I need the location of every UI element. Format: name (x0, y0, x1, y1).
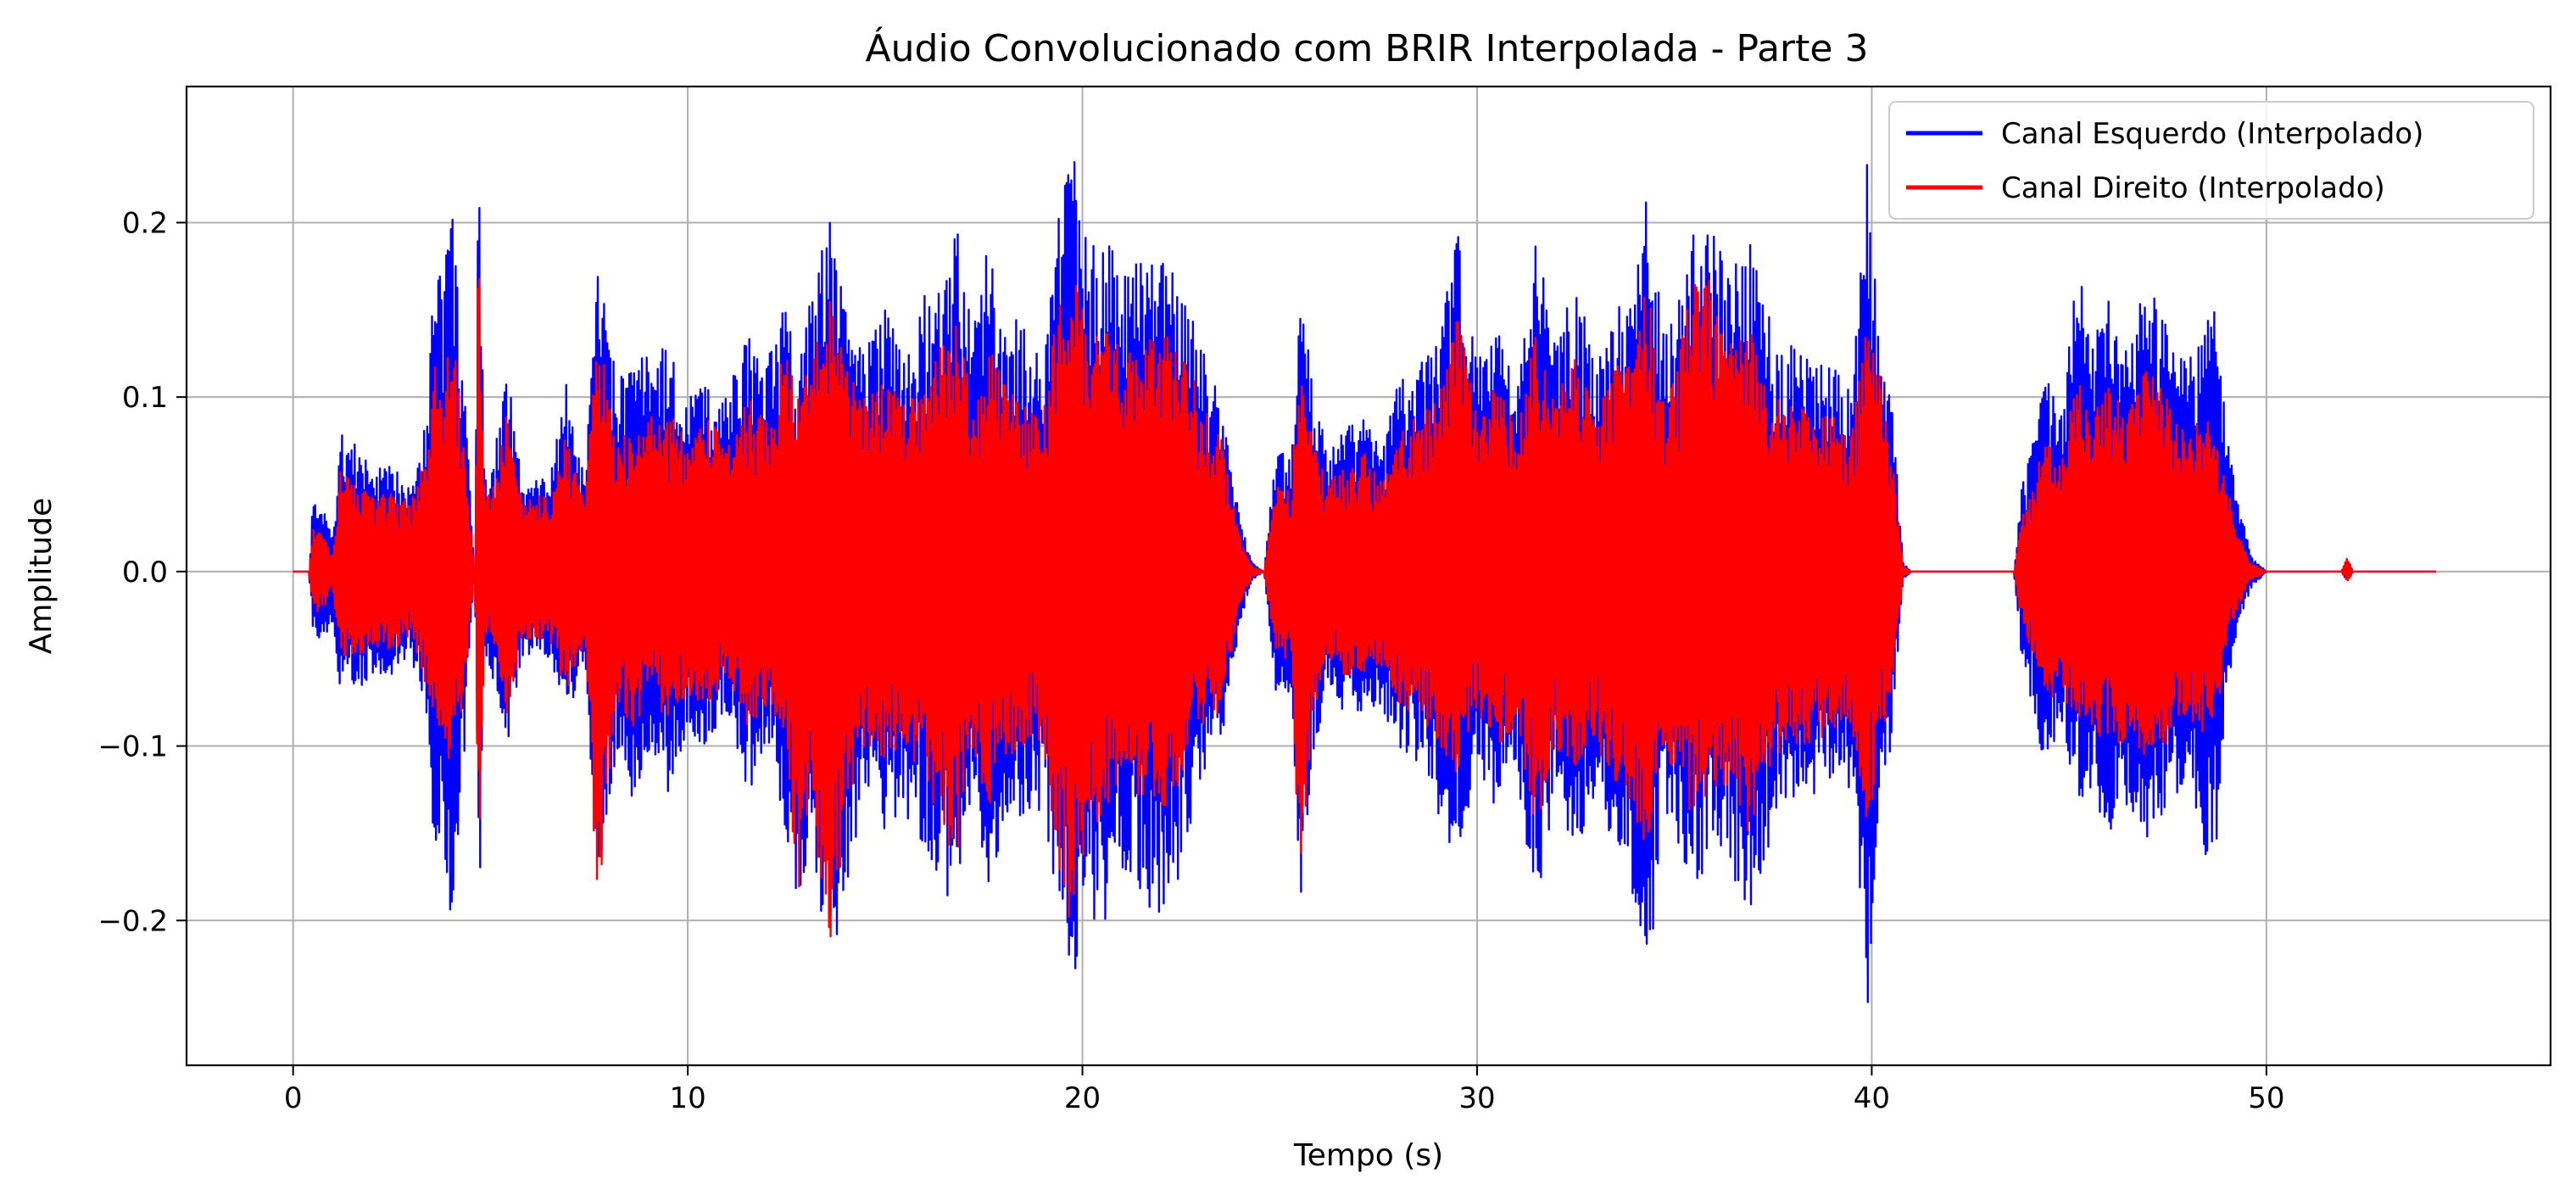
legend-box (1888, 101, 2534, 220)
plot-area (293, 161, 2437, 1003)
x-tick-label: 40 (1854, 1081, 1890, 1115)
legend-label-left: Canal Esquerdo (Interpolado) (2001, 117, 2423, 151)
y-axis-label: Amplitude (24, 498, 59, 654)
y-tick-label: 0.1 (122, 381, 168, 415)
x-tick-label: 20 (1064, 1081, 1101, 1115)
x-tick-label: 30 (1458, 1081, 1495, 1115)
series-line-right (293, 278, 2437, 938)
chart-title: Áudio Convolucionado com BRIR Interpolad… (866, 25, 1869, 70)
x-tick-label: 50 (2248, 1081, 2284, 1115)
axis-ticks: 0 10 20 30 40 50 −0.2 −0.1 0.0 0.1 0.2 (98, 206, 2284, 1115)
legend: Canal Esquerdo (Interpolado) Canal Direi… (1888, 101, 2534, 220)
x-tick-label: 0 (284, 1081, 303, 1115)
x-tick-label: 10 (669, 1081, 705, 1115)
y-tick-label: 0.2 (122, 206, 168, 240)
y-tick-label: −0.1 (98, 730, 168, 764)
axes-frame (185, 85, 2552, 1067)
y-tick-label: 0.0 (122, 556, 168, 589)
y-tick-label: −0.2 (98, 904, 168, 938)
legend-label-right: Canal Direito (Interpolado) (2001, 171, 2385, 205)
x-axis-label: Tempo (s) (1293, 1138, 1443, 1173)
